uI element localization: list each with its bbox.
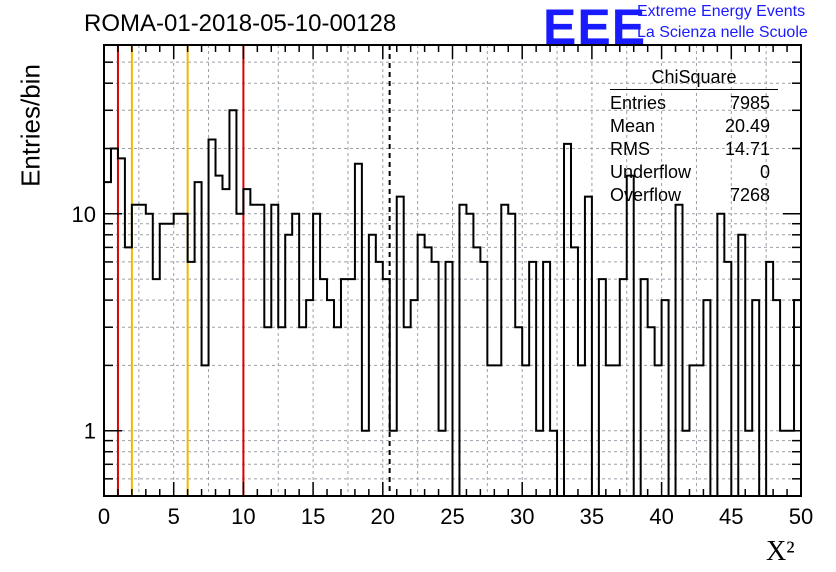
stats-row-entries: Entries 7985 [610, 92, 778, 115]
stats-row-mean: Mean 20.49 [610, 115, 778, 138]
logo-line-1: Extreme Energy Events [637, 3, 806, 20]
y-axis-label: Entries/bin [15, 64, 46, 187]
stats-row-overflow: Overflow 7268 [610, 184, 778, 207]
x-tick-label: 25 [440, 504, 464, 529]
stats-value: 0 [759, 162, 770, 182]
stats-row-rms: RMS 14.71 [610, 138, 778, 161]
x-tick-label: 20 [371, 504, 395, 529]
y-tick-label: 10 [72, 202, 96, 227]
chart-title: ROMA-01-2018-05-10-00128 [84, 10, 397, 37]
x-tick-label: 10 [231, 504, 255, 529]
histogram-line [104, 109, 801, 496]
stats-value: 7268 [729, 185, 770, 205]
stats-value: 14.71 [724, 139, 770, 159]
y-tick-label: 1 [84, 419, 96, 444]
stats-label: Entries [610, 93, 667, 113]
x-tick-label: 45 [719, 504, 743, 529]
eee-logo: EEE [543, 0, 647, 55]
axis-ticks [103, 45, 802, 496]
x-tick-label: 0 [98, 504, 110, 529]
stats-label: RMS [610, 139, 650, 159]
stats-title: ChiSquare [610, 67, 778, 90]
stats-value: 7985 [729, 93, 770, 113]
x-tick-label: 5 [168, 504, 180, 529]
reference-lines [116, 45, 391, 496]
axis-tick-labels: 0 5 10 15 20 25 30 35 40 45 50 1 10 [72, 202, 814, 529]
x-tick-label: 15 [301, 504, 325, 529]
stats-label: Underflow [610, 162, 692, 182]
stats-label: Overflow [610, 185, 682, 205]
logo-line-2: La Scienza nelle Scuole [637, 24, 808, 41]
x-axis-label: X² [766, 536, 795, 567]
x-tick-label: 30 [510, 504, 534, 529]
stats-row-underflow: Underflow 0 [610, 161, 778, 184]
stats-value: 20.49 [724, 116, 770, 136]
x-tick-label: 35 [580, 504, 604, 529]
x-tick-label: 50 [789, 504, 813, 529]
stats-box: ChiSquare Entries 7985 Mean 20.49 RMS 14.71… [610, 67, 778, 207]
stats-label: Mean [610, 116, 656, 136]
x-tick-label: 40 [649, 504, 673, 529]
